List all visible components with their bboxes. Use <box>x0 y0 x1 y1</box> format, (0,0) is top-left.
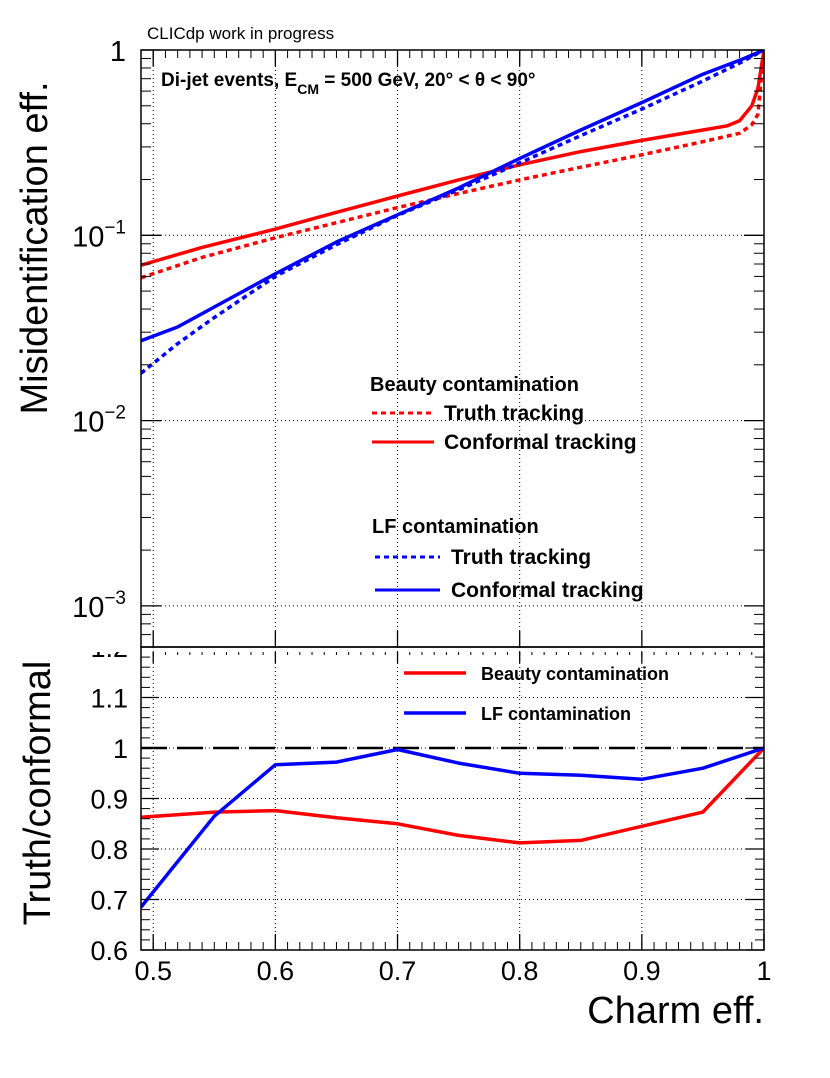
legend-entry-label: Truth tracking <box>451 546 591 569</box>
bottom-series <box>141 746 764 909</box>
bottom-y-tick-label: 1 <box>113 734 128 764</box>
x-tick-label: 0.8 <box>501 956 539 986</box>
top-axis-ticks: 1 10−1 10−2 10−3 <box>72 36 765 648</box>
header-label: CLICdp work in progress <box>147 24 334 43</box>
x-axis-label: Charm eff. <box>587 990 764 1032</box>
top-y-tick-label: 10−3 <box>72 588 126 624</box>
legend-group-header: Beauty contamination <box>370 374 579 396</box>
ratio-legend-label: Beauty contamination <box>481 664 669 684</box>
top-y-tick-label: 10−1 <box>72 217 126 253</box>
top-panel: 1 10−1 10−2 10−3 Misidentification eff. Di-… <box>14 36 765 648</box>
top-annotation: Di-jet events, ECM = 500 GeV, 20° < θ < … <box>161 70 536 97</box>
top-series-line-2 <box>141 50 764 343</box>
top-y-tick-label: 10−2 <box>72 403 126 439</box>
bottom-legend: Beauty contamination LF contamination <box>404 664 669 724</box>
ratio-series-line-1 <box>141 746 764 909</box>
ratio-legend-label: LF contamination <box>481 704 631 724</box>
legend-entry-label: Truth tracking <box>444 402 584 425</box>
x-tick-label: 0.7 <box>379 956 417 986</box>
bottom-y-tick-label: 0.6 <box>90 936 128 966</box>
bottom-y-tick-label: 0.9 <box>90 785 128 815</box>
x-tick-label: 0.9 <box>623 956 661 986</box>
legend-entry-label: Conformal tracking <box>451 579 644 602</box>
x-tick-label: 0.5 <box>134 956 172 986</box>
bottom-panel: 0.5 0.6 0.7 0.8 0.9 10.60.70.80.911.11.2 Trut… <box>17 633 772 1032</box>
legend-entry-label: Conformal tracking <box>444 431 637 454</box>
bottom-y-axis-label: Truth/conformal <box>17 661 59 926</box>
ratio-series-line-0 <box>141 746 764 845</box>
top-series-line-0 <box>141 50 764 267</box>
top-y-tick-label: 1 <box>110 36 126 68</box>
bottom-y-tick-label: 0.8 <box>90 835 128 865</box>
bottom-axis-ticks: 0.5 0.6 0.7 0.8 0.9 10.60.70.80.911.11.2 <box>90 633 772 986</box>
x-tick-label: 0.6 <box>257 956 295 986</box>
top-series <box>141 50 764 375</box>
top-y-axis-label: Misidentification eff. <box>14 81 56 414</box>
top-legend: Beauty contamination Truth tracking Confor… <box>370 374 644 602</box>
x-tick-label: 1 <box>756 956 771 986</box>
top-series-line-3 <box>141 50 764 375</box>
legend-group-header: LF contamination <box>372 516 539 538</box>
bottom-y-tick-label: 0.7 <box>90 886 128 916</box>
bottom-y-tick-label: 1.1 <box>90 684 128 714</box>
bottom-y-tick-label: 1.2 <box>90 633 128 663</box>
